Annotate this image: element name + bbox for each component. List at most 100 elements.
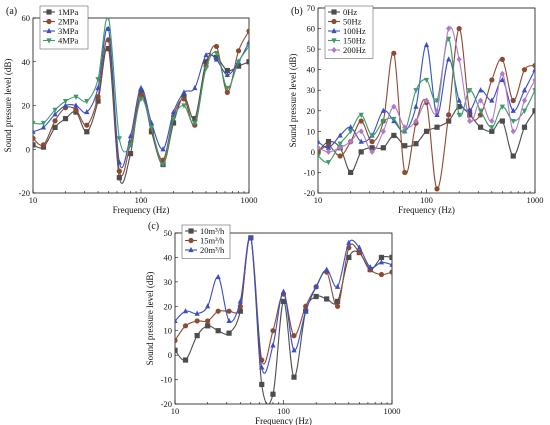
data-point <box>532 66 535 72</box>
data-point <box>521 97 528 104</box>
data-point <box>510 118 516 125</box>
data-point <box>348 169 354 176</box>
y-tick-label: 60 <box>22 13 31 23</box>
data-point <box>325 144 332 150</box>
data-point <box>467 112 473 118</box>
x-axis-label: Frequency (Hz) <box>113 205 170 215</box>
data-point <box>380 128 386 135</box>
data-point <box>84 129 90 135</box>
data-point <box>33 135 36 141</box>
data-point <box>510 97 516 104</box>
series-group <box>318 25 535 192</box>
data-point <box>380 145 386 151</box>
data-point <box>33 128 36 134</box>
data-point <box>160 146 166 152</box>
data-point <box>346 239 352 245</box>
data-point <box>259 364 265 370</box>
series-line-2 <box>33 26 249 169</box>
chart-panel-1: -20 -10 0 10 20 30 40 50 60 70 10 100 1000 Frequency … <box>288 3 544 215</box>
data-point <box>246 59 249 65</box>
data-point <box>477 108 484 114</box>
x-tick-label: 100 <box>135 195 148 205</box>
data-point <box>160 162 166 168</box>
data-point <box>205 303 211 309</box>
data-point <box>402 169 408 176</box>
data-point <box>106 18 111 22</box>
data-point <box>499 70 505 77</box>
data-point <box>499 118 505 124</box>
data-point <box>489 128 495 134</box>
data-point <box>116 168 122 174</box>
data-point <box>127 133 134 139</box>
legend-marker <box>46 27 52 34</box>
data-point <box>325 160 332 166</box>
data-point <box>358 118 364 124</box>
data-point <box>346 254 352 261</box>
data-point <box>391 116 397 123</box>
data-point <box>378 271 385 278</box>
data-point <box>402 129 408 135</box>
data-point <box>175 337 178 344</box>
x-tick-label: 10 <box>171 406 180 416</box>
data-point <box>423 128 430 134</box>
data-point <box>380 107 386 113</box>
y-tick-label: 20 <box>164 301 173 311</box>
legend-marker <box>46 18 52 25</box>
data-point <box>213 43 220 50</box>
y-tick-label: -10 <box>304 167 315 177</box>
data-point <box>402 143 408 149</box>
x-tick-label: 10 <box>314 195 323 205</box>
y-tick-label: 0 <box>26 144 30 154</box>
y-axis-label: Sound pressure level (dB) <box>3 59 13 153</box>
legend-entry: 100Hz <box>343 26 366 36</box>
data-point <box>318 149 321 155</box>
data-point <box>423 41 430 48</box>
data-point <box>170 108 177 115</box>
data-point <box>369 133 375 139</box>
data-point <box>203 66 209 72</box>
data-point <box>182 323 189 329</box>
data-point <box>52 111 58 117</box>
data-point <box>456 25 462 32</box>
data-point <box>205 318 211 324</box>
data-point <box>456 97 462 103</box>
data-point <box>192 116 198 122</box>
data-point <box>224 67 230 74</box>
y-tick-label: 10 <box>307 126 316 136</box>
data-point <box>521 124 528 130</box>
data-point <box>369 145 375 151</box>
data-point <box>73 94 79 100</box>
data-point <box>52 107 58 113</box>
x-axis-label: Frequency (Hz) <box>255 416 312 425</box>
data-point <box>116 175 122 181</box>
data-point <box>291 374 297 380</box>
data-point <box>348 138 354 145</box>
data-point <box>456 112 462 118</box>
series-line-0 <box>33 46 249 184</box>
data-point <box>213 56 220 62</box>
data-point <box>33 120 36 127</box>
x-tick-label: 1000 <box>527 195 544 205</box>
data-point <box>348 129 354 135</box>
data-point <box>224 71 230 77</box>
y-tick-label: 30 <box>164 277 173 287</box>
data-point <box>226 317 232 324</box>
data-point <box>203 59 209 65</box>
data-point <box>532 88 535 94</box>
data-point <box>73 102 79 108</box>
y-tick-label: 70 <box>307 3 316 13</box>
panel-label: (c) <box>148 221 159 232</box>
y-tick-label: 40 <box>164 252 173 262</box>
data-point <box>489 125 495 131</box>
data-point <box>318 138 321 144</box>
data-point <box>259 381 265 388</box>
data-point <box>246 38 249 45</box>
panel-label: (a) <box>6 6 17 17</box>
data-point <box>369 139 375 145</box>
legend-entry: 150Hz <box>343 36 366 46</box>
legend-entry: 15m³/h <box>200 236 225 246</box>
data-point <box>291 333 297 339</box>
data-point <box>389 261 392 267</box>
